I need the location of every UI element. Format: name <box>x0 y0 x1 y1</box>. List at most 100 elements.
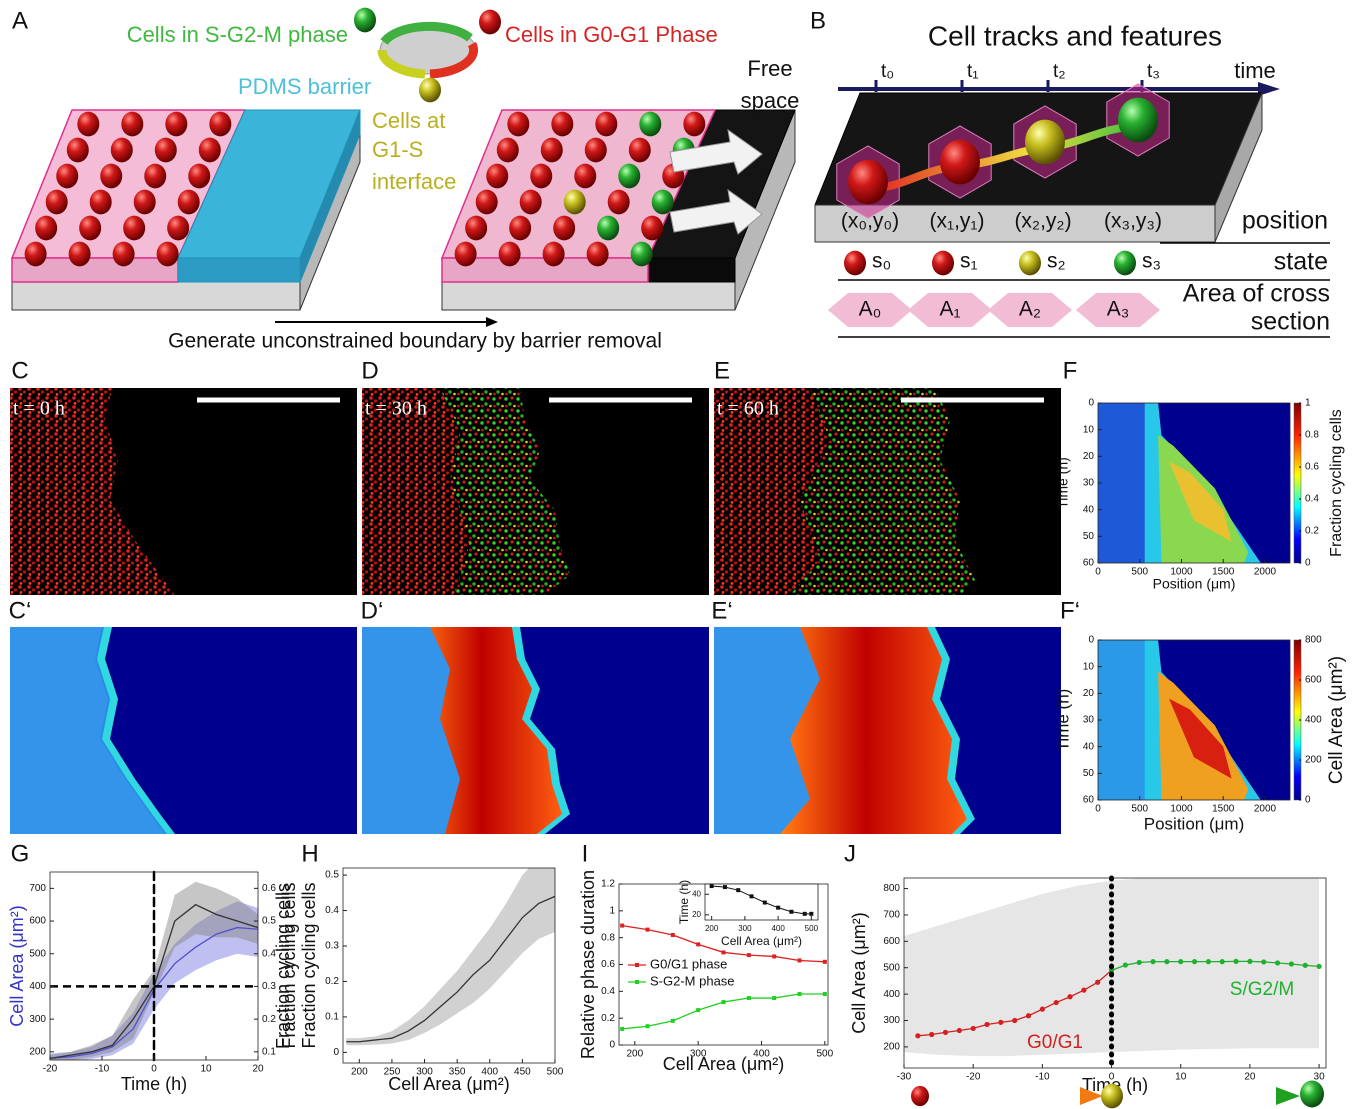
x-tick-label: -20 <box>966 1072 981 1083</box>
x-tick-label: -30 <box>897 1072 912 1083</box>
cell-sphere <box>100 164 122 189</box>
y-axis-label: Time (h) <box>1053 689 1072 752</box>
y-tick-label: 20 <box>1083 451 1095 462</box>
x-tick-label: 450 <box>514 1067 531 1078</box>
cell-sphere <box>209 112 231 137</box>
cell-sphere <box>77 112 99 137</box>
y-axis-label: Cell Area (μm²) <box>7 905 27 1026</box>
plot-area <box>1098 640 1290 800</box>
colorbar <box>1294 403 1301 563</box>
data-point <box>722 950 726 954</box>
data-point <box>943 1030 948 1035</box>
data-point <box>763 901 767 905</box>
figure: ABCDEFC‘D‘E‘F‘GHIJCells in S-G2-M phaseC… <box>0 0 1355 1109</box>
cell-sphere <box>79 216 101 241</box>
cell-sphere <box>25 242 47 267</box>
cell-sphere <box>551 112 573 137</box>
cell-sphere <box>541 138 563 163</box>
legend-marker <box>635 980 639 984</box>
cell-sphere <box>56 164 78 189</box>
y-tick-label: 10 <box>1083 424 1095 435</box>
data-point <box>1303 963 1308 968</box>
free-space-front <box>648 258 735 282</box>
time-label: t = 30 h <box>365 398 427 420</box>
data-point <box>1026 1013 1031 1018</box>
y-tick-label: 0.4 <box>325 905 339 916</box>
data-point <box>1081 988 1086 993</box>
x-tick-label: 2000 <box>1254 567 1277 578</box>
cycle-label: Cells in S-G2-M phase <box>127 22 348 47</box>
data-point <box>620 924 624 928</box>
cell-sphere <box>530 164 552 189</box>
x-tick-label: 400 <box>771 924 785 933</box>
y-tick-label: 300 <box>29 1014 46 1025</box>
cell-sphere <box>165 112 187 137</box>
state-label: s₂ <box>1047 250 1066 273</box>
panel-label: H <box>301 840 318 867</box>
panel-label: E‘ <box>711 597 732 624</box>
row-label: position <box>1242 207 1328 235</box>
cell-sphere <box>121 112 143 137</box>
y-tick-label: 1.2 <box>601 879 615 890</box>
y-tick-label: 20 <box>1083 688 1095 699</box>
data-point <box>772 954 776 958</box>
g1s-label: interface <box>372 169 456 194</box>
time-label: t = 60 h <box>717 398 779 420</box>
cell-sphere <box>587 242 609 267</box>
time-axis-label: time <box>1234 58 1276 83</box>
y-tick-label: 800 <box>883 883 900 894</box>
data-point <box>798 992 802 996</box>
y-tick-label: 500 <box>29 948 46 959</box>
cell-sphere <box>1101 1084 1123 1109</box>
series-annotation: G0/G1 <box>1027 1032 1083 1053</box>
area-label: A₀ <box>859 298 882 321</box>
y-tick-label: 40 <box>692 889 701 898</box>
data-point <box>1233 959 1238 964</box>
y-axis-label: Time (h) <box>1055 457 1071 509</box>
barrier-label: PDMS barrier <box>238 74 371 99</box>
y-tick-label: 1 <box>609 905 615 916</box>
x-axis-label: Time (h) <box>121 1074 187 1094</box>
cell-sphere <box>354 8 376 33</box>
colorbar-tick-label: 800 <box>1305 635 1322 646</box>
y-tick-label: 0.6 <box>601 959 615 970</box>
cell-sphere <box>476 190 498 215</box>
cell-sphere <box>509 216 531 241</box>
row-label: section <box>1251 308 1330 336</box>
cell-sphere <box>911 1086 929 1106</box>
g1s-label: G1-S <box>372 137 423 162</box>
data-point <box>646 928 650 932</box>
y-tick-label: 0.8 <box>601 932 615 943</box>
cell-sphere <box>111 138 133 163</box>
y-axis-label: Cell Area (μm²) <box>849 912 869 1033</box>
data-point <box>1275 960 1280 965</box>
y-tick-label: 40 <box>1083 504 1095 515</box>
data-point <box>915 1033 920 1038</box>
timepoint-label: t₃ <box>1147 61 1160 82</box>
colorbar-tick-label: 400 <box>1305 715 1322 726</box>
data-point <box>1247 959 1252 964</box>
data-point <box>1164 959 1169 964</box>
cell-sphere <box>113 242 135 267</box>
x-tick-label: 20 <box>1244 1072 1256 1083</box>
chart <box>904 877 1326 1068</box>
data-point <box>823 960 827 964</box>
series-annotation: S/G2/M <box>1230 979 1294 1000</box>
x-tick-label: 200 <box>705 924 719 933</box>
cell-sphere <box>419 78 441 103</box>
data-point <box>620 1027 624 1031</box>
y-tick-label: 200 <box>883 1042 900 1053</box>
cell-sphere <box>46 190 68 215</box>
y-tick-label: 700 <box>883 910 900 921</box>
y-tick-label: 0 <box>333 1047 339 1058</box>
cell-sphere <box>144 164 166 189</box>
cell-sphere <box>629 138 651 163</box>
x-tick-label: 1500 <box>1212 804 1235 815</box>
pdms-barrier-front <box>178 258 300 282</box>
data-point <box>1178 959 1183 964</box>
caption: Generate unconstrained boundary by barri… <box>168 330 662 353</box>
x-tick-label: 500 <box>816 1049 833 1060</box>
y-tick-label: 0.2 <box>601 1013 615 1024</box>
y-tick-label: 600 <box>883 936 900 947</box>
data-point <box>803 912 807 916</box>
